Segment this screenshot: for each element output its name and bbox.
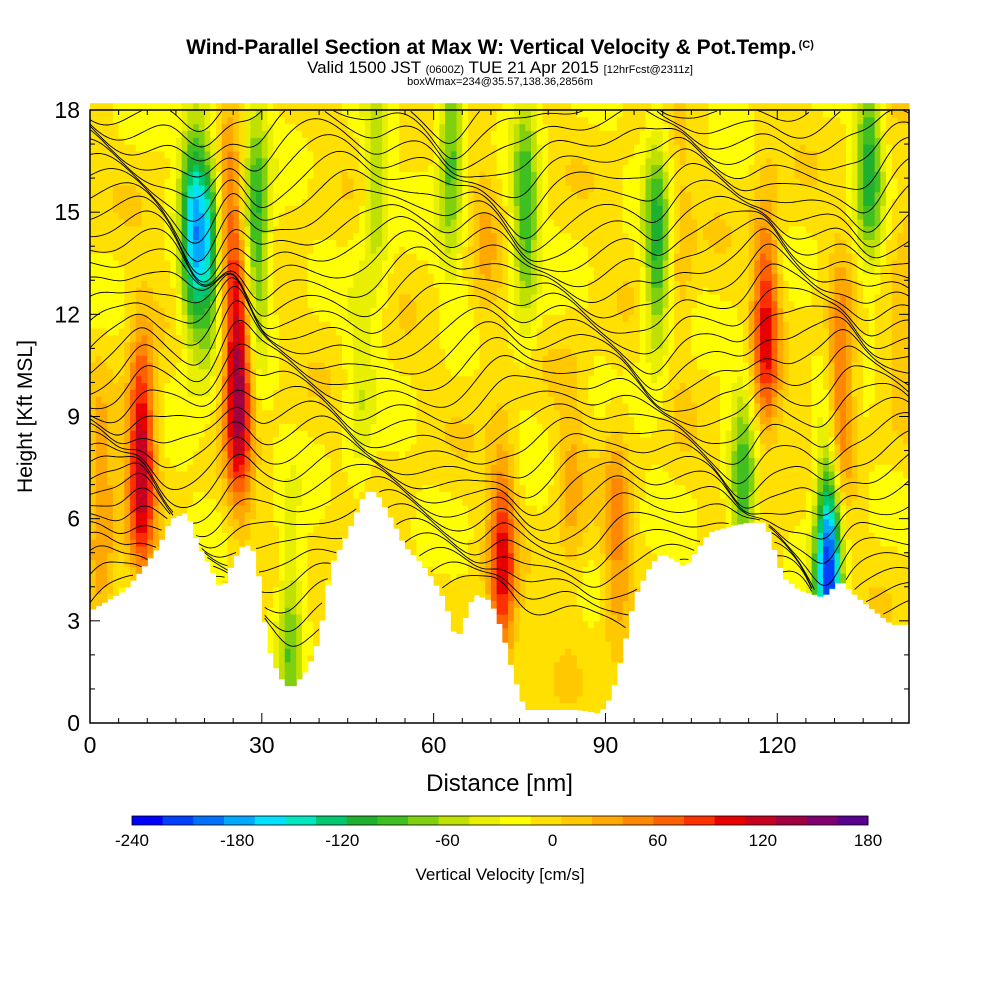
theta-contour xyxy=(89,263,910,334)
colorbar-swatch xyxy=(162,816,194,825)
colorbar-swatch xyxy=(776,816,808,825)
theta-contour xyxy=(89,447,910,509)
colorbar-swatch xyxy=(132,816,164,825)
colorbar-swatch xyxy=(530,816,562,825)
theta-contour xyxy=(89,109,810,144)
theta-contour xyxy=(89,461,910,524)
y-tick-label: 18 xyxy=(54,97,80,123)
colorbar-swatch xyxy=(224,816,256,825)
theta-contour xyxy=(89,430,910,500)
colorbar-swatch xyxy=(561,816,593,825)
colorbar-swatch xyxy=(745,816,777,825)
theta-contour xyxy=(89,517,910,590)
theta-contour xyxy=(89,277,910,355)
colorbar-swatch xyxy=(592,816,624,825)
theta-contour xyxy=(89,319,910,403)
theta-contour xyxy=(89,148,910,222)
x-axis-label: Distance [nm] xyxy=(426,770,573,797)
colorbar-swatch xyxy=(622,816,654,825)
box-info: boxWmax=234@35.57,138.36,2856m xyxy=(407,76,593,88)
y-tick-label: 12 xyxy=(54,301,80,327)
x-tick-label: 0 xyxy=(84,732,97,758)
theta-contour xyxy=(89,487,910,564)
theta-contour xyxy=(89,365,910,427)
colorbar-swatch xyxy=(193,816,225,825)
colorbar-swatch xyxy=(438,816,470,825)
theta-contour xyxy=(89,134,910,199)
colorbar-swatch xyxy=(285,816,317,825)
y-tick-label: 3 xyxy=(67,608,80,634)
colorbar-tick-label: -120 xyxy=(325,831,359,850)
y-axis-label: Height [Kft MSL] xyxy=(14,340,37,493)
colorbar-tick-label: 0 xyxy=(548,831,557,850)
theta-contour xyxy=(89,179,910,262)
colorbar-swatch xyxy=(653,816,685,825)
theta-contour xyxy=(89,217,910,288)
valid-time-line: Valid 1500 JST (0600Z) TUE 21 Apr 2015 [… xyxy=(0,58,1000,78)
colorbar-tick-label: 120 xyxy=(749,831,777,850)
colorbar-swatch xyxy=(837,816,869,825)
theta-contour xyxy=(89,163,910,244)
colorbar-tick-label: -60 xyxy=(435,831,460,850)
vertical-velocity-field xyxy=(90,103,910,713)
x-tick-label: 90 xyxy=(593,732,619,758)
y-tick-label: 15 xyxy=(54,199,80,225)
theta-contour xyxy=(89,118,910,178)
colorbar-swatch xyxy=(684,816,716,825)
theta-contour xyxy=(89,243,910,319)
colorbar-tick-label: 60 xyxy=(648,831,667,850)
valid-prefix: Valid 1500 JST xyxy=(307,58,421,77)
forecast-info: [12hrFcst@2311z] xyxy=(603,64,693,76)
theta-contour xyxy=(89,503,910,586)
theta-contour xyxy=(89,195,910,275)
theta-contour xyxy=(89,412,910,484)
theta-contour xyxy=(89,382,910,444)
axis-ticks xyxy=(89,109,909,724)
colorbar-swatch xyxy=(316,816,348,825)
colorbar: -240 -180 -120 -60 0 60 120 180 Vertical Velocit… xyxy=(115,815,882,884)
colorbar-tick-label: 180 xyxy=(854,831,882,850)
colorbar-swatch xyxy=(714,816,746,825)
colorbar-tick-label: -180 xyxy=(220,831,254,850)
colorbar-swatch xyxy=(500,816,532,825)
colorbar-swatch xyxy=(346,816,378,825)
theta-contour xyxy=(89,561,910,632)
colorbar-swatch xyxy=(377,816,409,825)
colorbar-swatch xyxy=(469,816,501,825)
theta-contour xyxy=(89,531,910,594)
theta-contour xyxy=(89,285,910,375)
valid-utc: (0600Z) xyxy=(425,64,465,76)
colorbar-frame xyxy=(131,815,869,826)
colorbar-label: Vertical Velocity [cm/s] xyxy=(415,865,584,884)
x-tick-label: 60 xyxy=(421,732,447,758)
theta-contour xyxy=(89,343,910,412)
colorbar-swatch xyxy=(254,816,286,825)
theta-contour xyxy=(89,110,841,160)
theta-contour xyxy=(89,228,910,303)
theta-contour xyxy=(90,210,910,283)
theta-contour xyxy=(89,472,910,540)
theta-contour xyxy=(89,396,910,465)
potential-temperature-contours xyxy=(89,109,910,646)
y-tick-label: 6 xyxy=(67,506,80,532)
colorbar-swatch xyxy=(806,816,838,825)
theta-contour xyxy=(89,300,910,391)
colorbar-tick-label: -240 xyxy=(115,831,149,850)
copyright-mark: (C) xyxy=(798,39,814,51)
valid-date: TUE 21 Apr 2015 xyxy=(468,58,599,77)
y-tick-label: 0 xyxy=(67,710,80,736)
chart-title: Wind-Parallel Section at Max W: Vertical… xyxy=(186,36,814,59)
colorbar-swatch xyxy=(408,816,440,825)
x-tick-label: 120 xyxy=(758,732,796,758)
y-tick-label: 9 xyxy=(67,404,80,430)
theta-contour xyxy=(89,545,910,614)
x-tick-label: 30 xyxy=(249,732,275,758)
theta-contour xyxy=(89,109,910,171)
